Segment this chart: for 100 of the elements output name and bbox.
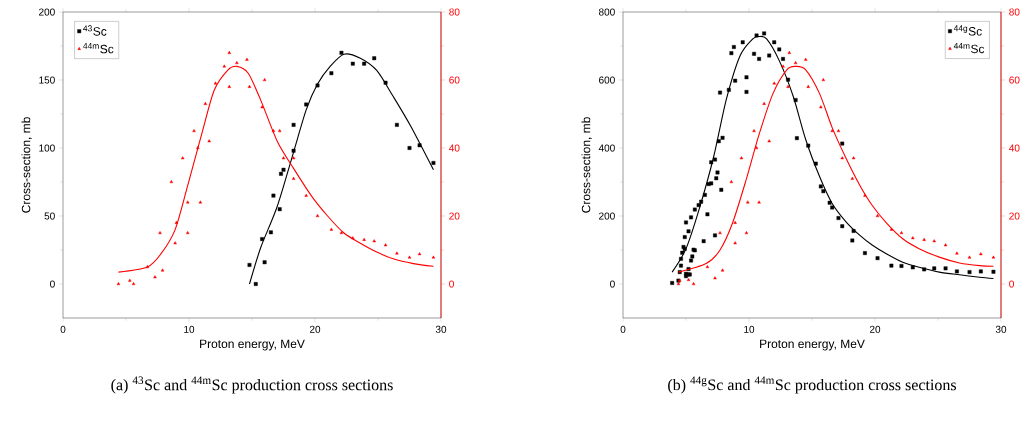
point [227,50,231,54]
point [781,64,785,68]
point [174,220,179,224]
point [362,237,366,241]
point [271,193,276,198]
y2-tick-label: 80 [1009,8,1020,16]
point [729,180,734,184]
point [383,80,388,85]
point [819,105,823,109]
point [407,146,412,150]
legend-label: $^{43}$Sc [83,25,107,36]
point [351,236,355,240]
point [705,265,710,269]
point [262,260,267,265]
point [676,282,681,286]
point [260,237,264,242]
point [173,241,177,245]
point [186,200,190,204]
text: (b) $^{44g}$Sc and $^{44m}$Sc production cross sections [668,376,957,394]
point [754,146,759,150]
x-tick-label: 0 [60,325,66,333]
point [739,156,744,160]
y2-tick-label: 20 [449,212,460,220]
point [281,167,286,172]
point [291,122,296,127]
point [235,61,239,65]
point [863,193,867,197]
point [762,101,766,105]
y-tick-label: 0 [610,280,615,288]
x-tick-label: 20 [309,325,321,333]
point [278,129,282,133]
point [181,156,185,160]
y-tick-label: 0 [50,280,55,288]
point [192,129,196,133]
point [128,278,132,282]
point [786,84,790,88]
point [793,61,798,65]
y2-tick-label: 0 [1009,280,1014,288]
point [806,84,810,88]
y-tick-label: 100 [39,144,55,152]
point [713,276,717,280]
point [158,231,162,235]
point [372,56,377,61]
x-axis-title: Proton energy, MeV [760,339,865,351]
point [315,214,320,218]
point [875,214,880,218]
x-tick-label: 30 [995,325,1007,333]
point [169,180,174,184]
point [417,143,422,148]
point [277,207,282,212]
point [395,251,399,255]
y2-tick-label: 0 [449,280,454,288]
point [329,227,334,231]
point [372,239,376,243]
y2-tick-label: 40 [1009,144,1020,152]
y-tick-label: 50 [44,212,55,220]
point [733,241,737,245]
point [851,156,856,160]
y-axis-title: Cross-section, mb [21,117,32,213]
point [787,50,791,54]
point [160,268,165,272]
point [417,252,422,256]
point [967,255,972,259]
point [383,243,388,247]
y-axis-title: Cross-section, mb [581,117,592,213]
x-tick-label: 30 [435,325,447,333]
point [889,227,894,231]
point [262,78,267,82]
point [207,139,211,143]
point [991,255,996,259]
point [431,161,436,165]
point [222,64,226,68]
point [281,156,286,160]
x-tick-label: 10 [744,325,755,333]
text: (a) $^{43}$Sc and $^{44m}$Sc production cross sections [111,376,393,394]
point [718,231,722,235]
point [315,83,320,88]
point [932,239,936,243]
x-tick-label: 0 [620,325,626,333]
x-tick-label: 20 [869,325,881,333]
point [836,129,841,133]
point [746,200,750,204]
point [131,282,136,286]
y-tick-label: 200 [599,212,615,220]
y2-tick-label: 80 [449,8,460,16]
point [271,129,276,133]
point [279,171,283,176]
point [198,200,203,204]
x-tick-label: 10 [184,325,195,333]
point [720,268,725,272]
point [329,71,334,76]
point [291,148,296,153]
point [291,176,296,180]
point [247,263,252,267]
point [840,156,844,160]
point [686,278,691,281]
point [830,129,834,133]
point [245,57,249,61]
point [757,200,761,204]
point [899,231,904,235]
